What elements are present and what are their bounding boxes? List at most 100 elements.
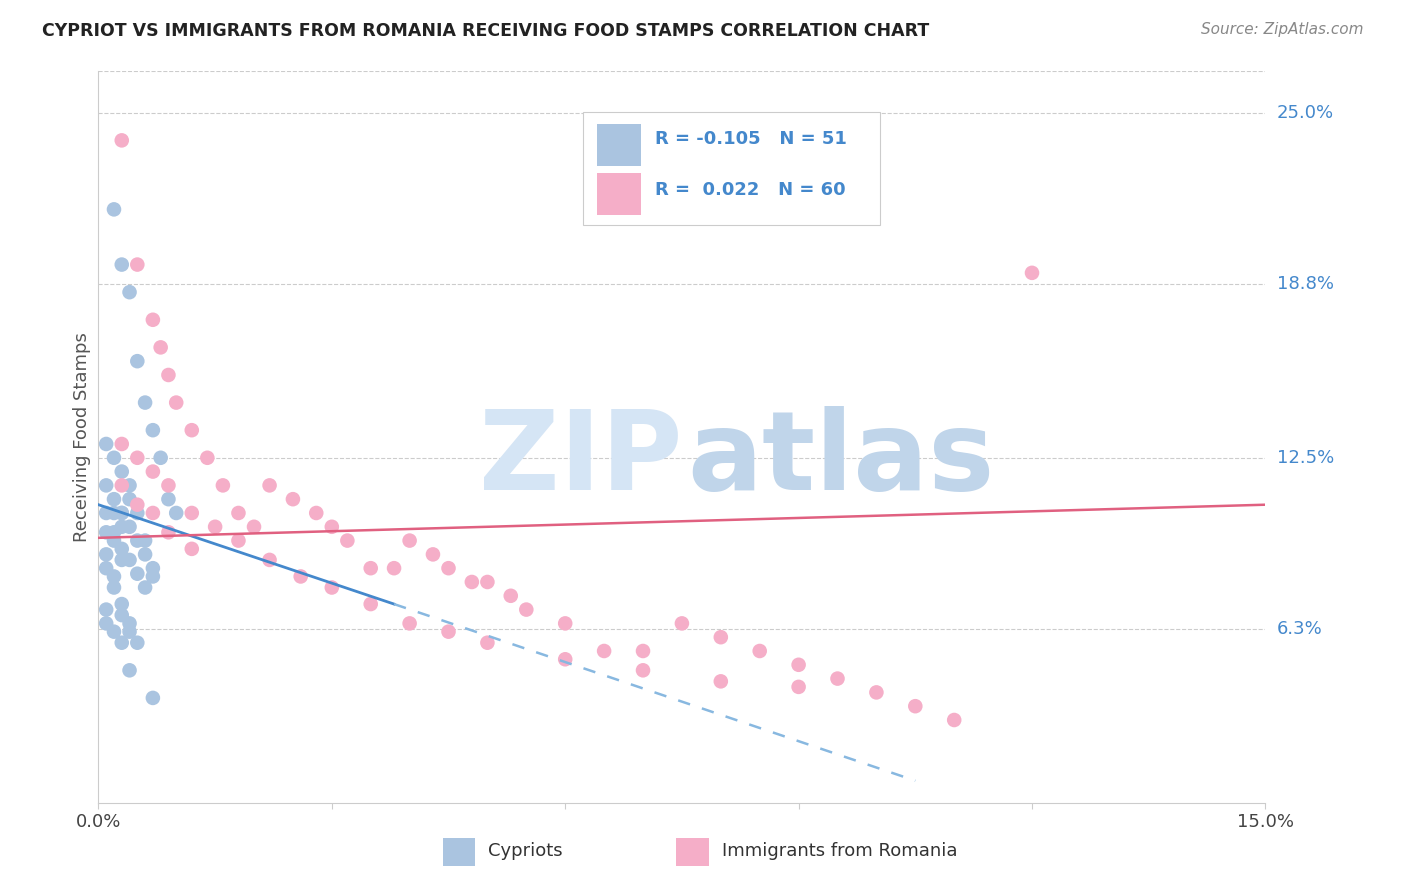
- Point: [515, 602, 537, 616]
- Point: [437, 561, 460, 575]
- Text: R =  0.022   N = 60: R = 0.022 N = 60: [655, 181, 845, 199]
- Point: [157, 492, 180, 507]
- Point: [204, 520, 226, 534]
- Point: [111, 608, 134, 623]
- Point: [195, 450, 218, 465]
- Point: [111, 258, 134, 272]
- Text: Source: ZipAtlas.com: Source: ZipAtlas.com: [1201, 22, 1364, 37]
- Text: 6.3%: 6.3%: [1277, 620, 1322, 638]
- Point: [1021, 266, 1043, 280]
- Point: [134, 548, 156, 562]
- Point: [499, 589, 522, 603]
- Point: [103, 581, 125, 595]
- Point: [157, 478, 180, 492]
- Point: [96, 437, 118, 451]
- Point: [134, 533, 156, 548]
- Point: [259, 553, 281, 567]
- Point: [111, 541, 134, 556]
- Point: [710, 630, 733, 644]
- FancyBboxPatch shape: [582, 112, 880, 225]
- Point: [157, 368, 180, 382]
- Point: [382, 561, 405, 575]
- Point: [477, 636, 499, 650]
- Point: [127, 258, 149, 272]
- Text: Immigrants from Romania: Immigrants from Romania: [721, 842, 957, 860]
- FancyBboxPatch shape: [676, 838, 709, 866]
- Point: [180, 541, 202, 556]
- Point: [212, 478, 235, 492]
- Point: [360, 597, 382, 611]
- Point: [142, 423, 165, 437]
- Point: [360, 561, 382, 575]
- Point: [259, 478, 281, 492]
- Point: [96, 616, 118, 631]
- Point: [103, 506, 125, 520]
- Point: [748, 644, 770, 658]
- Point: [103, 569, 125, 583]
- Point: [142, 312, 165, 326]
- Point: [671, 616, 693, 631]
- Point: [165, 506, 187, 520]
- Point: [180, 423, 202, 437]
- Point: [787, 657, 810, 672]
- Point: [103, 624, 125, 639]
- Point: [554, 652, 576, 666]
- Text: 25.0%: 25.0%: [1277, 103, 1334, 122]
- Point: [118, 553, 141, 567]
- Point: [118, 520, 141, 534]
- Point: [336, 533, 359, 548]
- Point: [96, 548, 118, 562]
- Point: [149, 340, 172, 354]
- Point: [111, 478, 134, 492]
- Point: [118, 663, 141, 677]
- Point: [281, 492, 304, 507]
- Point: [111, 636, 134, 650]
- Point: [477, 574, 499, 589]
- Text: R = -0.105   N = 51: R = -0.105 N = 51: [655, 130, 846, 148]
- Point: [631, 663, 654, 677]
- FancyBboxPatch shape: [596, 173, 641, 216]
- Point: [827, 672, 849, 686]
- Point: [142, 506, 165, 520]
- Point: [127, 450, 149, 465]
- Point: [96, 602, 118, 616]
- Text: atlas: atlas: [688, 406, 995, 513]
- Point: [118, 478, 141, 492]
- Point: [134, 395, 156, 409]
- Point: [142, 690, 165, 705]
- Point: [243, 520, 266, 534]
- Point: [943, 713, 966, 727]
- Point: [142, 569, 165, 583]
- Point: [111, 133, 134, 147]
- Point: [865, 685, 887, 699]
- Point: [461, 574, 484, 589]
- Point: [180, 506, 202, 520]
- Point: [593, 644, 616, 658]
- Point: [290, 569, 312, 583]
- Point: [96, 561, 118, 575]
- Point: [127, 354, 149, 368]
- Point: [228, 533, 250, 548]
- Point: [111, 553, 134, 567]
- Text: 18.8%: 18.8%: [1277, 275, 1333, 293]
- Point: [398, 616, 420, 631]
- Point: [157, 525, 180, 540]
- Point: [127, 506, 149, 520]
- Point: [103, 450, 125, 465]
- Point: [321, 520, 343, 534]
- Point: [103, 525, 125, 540]
- Point: [127, 498, 149, 512]
- Y-axis label: Receiving Food Stamps: Receiving Food Stamps: [73, 332, 91, 542]
- Point: [111, 465, 134, 479]
- Point: [118, 285, 141, 300]
- Point: [142, 561, 165, 575]
- Point: [111, 520, 134, 534]
- Point: [134, 581, 156, 595]
- Point: [118, 616, 141, 631]
- Point: [398, 533, 420, 548]
- Point: [305, 506, 328, 520]
- FancyBboxPatch shape: [443, 838, 475, 866]
- Point: [149, 450, 172, 465]
- Text: Cypriots: Cypriots: [488, 842, 562, 860]
- Point: [103, 492, 125, 507]
